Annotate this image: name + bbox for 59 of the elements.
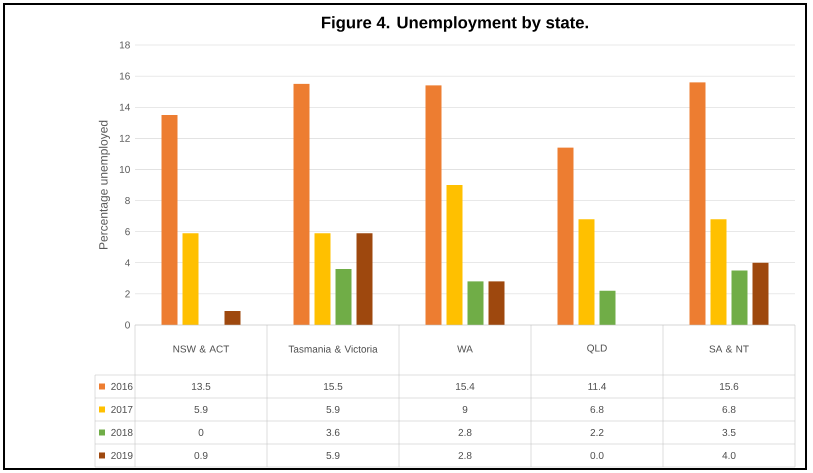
data-label: 11.4 <box>588 383 606 390</box>
data-label: 0.9 <box>194 452 208 460</box>
bar <box>468 281 484 325</box>
y-tick-label: 2 <box>125 290 130 298</box>
y-tick-label: 18 <box>120 41 130 49</box>
bar <box>752 262 768 325</box>
data-label: 15.5 <box>324 382 342 390</box>
data-label: 4.0 <box>722 452 736 460</box>
bar <box>314 233 331 325</box>
data-label: 3.6 <box>326 428 340 436</box>
y-tick-label: 12 <box>120 134 130 142</box>
data-label: 5.9 <box>194 406 208 414</box>
bar <box>446 184 463 325</box>
x-tick-label: Tasmania & Victoria <box>288 345 378 353</box>
x-tick-label: WA <box>457 346 473 352</box>
y-tick-label: 16 <box>120 72 130 80</box>
bar <box>356 233 373 325</box>
data-label: 6.8 <box>590 406 604 414</box>
chart-title: Figure 4. Unemployment by state. <box>322 16 588 32</box>
bar <box>162 114 178 325</box>
bar <box>578 219 594 325</box>
data-label: 3.5 <box>722 428 736 436</box>
y-tick-label: 0 <box>125 321 130 329</box>
bar <box>732 270 748 325</box>
bar <box>600 290 616 325</box>
x-tick-label: NSW & ACT <box>173 345 230 353</box>
bar <box>488 281 505 325</box>
y-tick-label: 8 <box>125 197 130 204</box>
bar <box>710 219 726 325</box>
y-tick-label: 6 <box>125 228 130 236</box>
legend-label: 2016 <box>111 382 133 390</box>
bar <box>558 148 574 325</box>
bar <box>426 85 442 325</box>
data-label: 15.4 <box>456 382 474 390</box>
legend-label: 2019 <box>111 452 132 460</box>
bar <box>690 82 706 325</box>
data-label: 2.8 <box>458 428 472 436</box>
data-label: 2.8 <box>458 452 472 460</box>
x-tick-label: SA & NT <box>709 345 749 353</box>
data-label: 0 <box>198 428 204 436</box>
data-label: 5.9 <box>326 452 340 460</box>
bar <box>336 268 352 325</box>
data-label: 9 <box>462 406 468 414</box>
legend-label: 2018 <box>111 428 133 436</box>
data-label: 6.8 <box>722 406 736 414</box>
y-tick-label: 10 <box>120 166 130 173</box>
bar <box>182 233 199 325</box>
y-axis-title: Percentage unemployed <box>98 120 110 250</box>
bar <box>294 84 310 325</box>
legend-label: 2017 <box>111 406 132 414</box>
data-label: 5.9 <box>326 406 340 414</box>
y-tick-label: 14 <box>120 104 130 111</box>
data-label: 2.2 <box>590 428 604 436</box>
x-tick-label: QLD <box>587 344 607 354</box>
data-label: 0.0 <box>590 452 604 460</box>
data-label: 15.6 <box>720 382 738 390</box>
y-tick-label: 4 <box>124 259 130 266</box>
data-label: 13.5 <box>192 382 210 390</box>
bar <box>224 310 241 325</box>
